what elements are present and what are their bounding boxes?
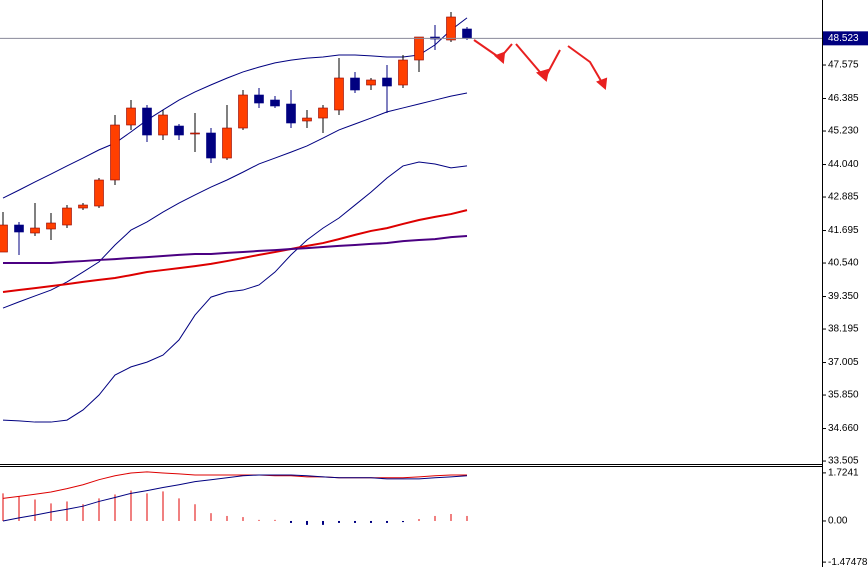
y-tick-label: 37.005 bbox=[828, 357, 859, 368]
arrow-head bbox=[494, 51, 506, 64]
y-tick-label: 46.385 bbox=[828, 93, 859, 104]
candle-body bbox=[78, 204, 88, 209]
arrow bbox=[567, 45, 605, 87]
arrow-head bbox=[596, 77, 608, 90]
candle-body bbox=[0, 224, 8, 253]
candle-body bbox=[174, 125, 184, 136]
candle-body bbox=[126, 107, 136, 126]
candle-body bbox=[366, 79, 376, 86]
y-tick-label: 33.505 bbox=[828, 456, 859, 467]
y-tick-label: 38.195 bbox=[828, 324, 859, 335]
indicator-line bbox=[2, 474, 468, 522]
candle-body bbox=[222, 127, 232, 159]
current-price-box bbox=[823, 31, 868, 46]
candle-body bbox=[286, 103, 296, 124]
y-tick-label: 1.7241 bbox=[828, 468, 859, 479]
candle-body bbox=[62, 207, 72, 226]
candle-body bbox=[350, 77, 360, 91]
indicator-window: 1.7241 0.00 -1.47478 bbox=[2, 468, 868, 567]
candle-body bbox=[46, 222, 56, 230]
y-tick-label: 47.575 bbox=[828, 60, 859, 71]
y-tick-label: 34.660 bbox=[828, 423, 859, 434]
candle-body bbox=[446, 16, 456, 41]
candle-body bbox=[254, 94, 264, 104]
indicator-line bbox=[3, 235, 468, 265]
candle-body bbox=[398, 59, 408, 86]
candle-body bbox=[462, 28, 472, 39]
y-tick-label: 44.040 bbox=[828, 159, 859, 170]
indicator-line bbox=[2, 92, 468, 309]
candle-body bbox=[334, 77, 344, 111]
main-window: 47.575 46.385 45.230 44.040 42.885 41.695 40.5… bbox=[0, 11, 868, 467]
candle-body bbox=[158, 114, 168, 136]
forecast-arrows bbox=[473, 39, 608, 90]
arrow-head bbox=[535, 68, 550, 82]
candle-body bbox=[238, 94, 248, 129]
candle-body bbox=[94, 179, 104, 207]
candle-body bbox=[206, 132, 216, 159]
candle-body bbox=[142, 107, 152, 136]
y-tick-label: 42.885 bbox=[828, 192, 859, 203]
y-tick-label: 41.695 bbox=[828, 225, 859, 236]
y-tick-label: 40.540 bbox=[828, 258, 859, 269]
candle-body bbox=[302, 117, 312, 122]
candle-body bbox=[110, 124, 120, 181]
indicator-line bbox=[2, 209, 468, 294]
candle-body bbox=[190, 132, 200, 135]
indicator-line bbox=[2, 17, 468, 199]
candle-body bbox=[270, 99, 280, 107]
y-tick-label: 0.00 bbox=[828, 516, 848, 527]
y-tick-label: 35.850 bbox=[828, 390, 859, 401]
y-tick-label: 45.230 bbox=[828, 126, 859, 137]
indicator-line bbox=[2, 161, 468, 423]
candle-body bbox=[414, 36, 424, 61]
y-tick-label: 39.350 bbox=[828, 291, 859, 302]
candle-body bbox=[318, 107, 328, 119]
candle-body bbox=[382, 77, 392, 87]
candle-body bbox=[14, 224, 24, 233]
indicator-line bbox=[2, 471, 467, 499]
current-price-label: 48.523 bbox=[828, 33, 859, 44]
candle-body bbox=[30, 227, 40, 234]
y-tick-label: -1.47478 bbox=[828, 557, 868, 567]
